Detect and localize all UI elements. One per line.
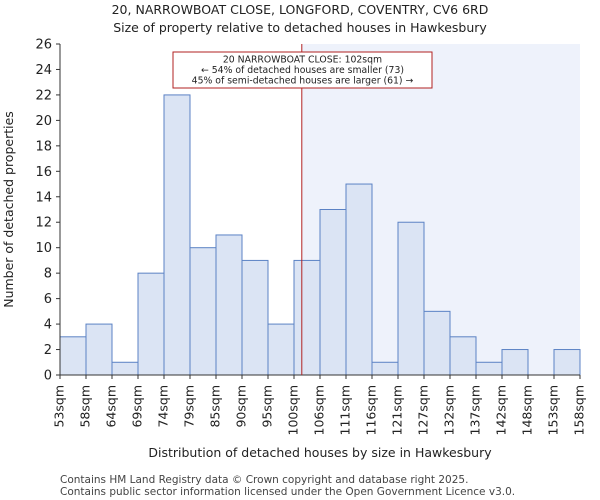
y-tick-label: 10 [35, 241, 52, 256]
x-tick-label: 90sqm [234, 385, 249, 428]
annotation-box [172, 51, 433, 89]
y-tick-label: 12 [35, 216, 52, 231]
y-tick-label: 2 [44, 343, 52, 358]
footer-line-1: Contains HM Land Registry data © Crown c… [60, 474, 469, 486]
x-tick-label: 106sqm [312, 385, 327, 435]
y-tick-label: 16 [35, 165, 52, 180]
x-tick-label: 116sqm [364, 385, 379, 435]
histogram-bar [553, 349, 581, 376]
x-tick-label: 158sqm [572, 385, 587, 435]
x-tick-label: 85sqm [208, 385, 223, 428]
histogram-bar [423, 310, 451, 376]
x-tick-label: 100sqm [286, 385, 301, 435]
x-tick-label: 127sqm [416, 385, 431, 435]
x-tick-label: 74sqm [156, 385, 171, 428]
y-tick-label: 14 [35, 190, 52, 205]
x-tick-label: 69sqm [130, 385, 145, 428]
y-tick-label: 6 [44, 292, 52, 307]
histogram-bar [293, 259, 321, 376]
y-axis-title: Number of detached properties [1, 111, 16, 308]
histogram-bar [501, 349, 529, 376]
annotation-line-1: 20 NARROWBOAT CLOSE: 102sqm [223, 55, 382, 66]
histogram-bar [449, 336, 477, 376]
x-tick-label: 153sqm [546, 385, 561, 435]
histogram-bar [111, 361, 139, 376]
x-tick-label: 148sqm [520, 385, 535, 435]
x-tick-label: 142sqm [494, 385, 509, 435]
x-tick-label: 79sqm [182, 385, 197, 428]
histogram-bar [319, 209, 347, 376]
histogram-bar [215, 234, 243, 376]
x-tick-label: 121sqm [390, 385, 405, 435]
x-tick-label: 137sqm [468, 385, 483, 435]
annotation-line-3: 45% of semi-detached houses are larger (… [192, 76, 414, 87]
y-tick-label: 24 [35, 63, 52, 78]
histogram-bar [59, 336, 87, 376]
histogram-bar [163, 94, 191, 376]
y-tick-label: 8 [44, 267, 52, 282]
x-tick-label: 53sqm [52, 385, 67, 428]
histogram-bar [397, 221, 425, 376]
x-axis-title: Distribution of detached houses by size … [148, 445, 492, 460]
x-tick-label: 132sqm [442, 385, 457, 435]
histogram-bar [345, 183, 373, 376]
footer-line-2: Contains public sector information licen… [60, 486, 516, 498]
histogram-bar [267, 323, 295, 376]
x-tick-label: 58sqm [78, 385, 93, 428]
histogram-bar [137, 272, 165, 376]
histogram-bar [371, 361, 399, 376]
y-tick-label: 26 [35, 38, 52, 53]
y-tick-label: 0 [44, 369, 52, 384]
histogram-bar [241, 259, 269, 376]
y-tick-label: 20 [35, 114, 52, 129]
y-tick-label: 4 [44, 318, 52, 333]
y-tick-label: 18 [35, 139, 52, 154]
histogram-bar [475, 361, 503, 376]
x-tick-label: 64sqm [104, 385, 119, 428]
x-tick-label: 111sqm [338, 385, 353, 435]
chart-subtitle: Size of property relative to detached ho… [113, 20, 487, 35]
chart-title: 20, NARROWBOAT CLOSE, LONGFORD, COVENTRY… [111, 2, 489, 17]
histogram-bar [189, 247, 217, 376]
histogram-bar [85, 323, 113, 376]
y-tick-label: 22 [35, 88, 52, 103]
x-tick-label: 95sqm [260, 385, 275, 428]
annotation-line-2: ← 54% of detached houses are smaller (73… [201, 65, 404, 76]
